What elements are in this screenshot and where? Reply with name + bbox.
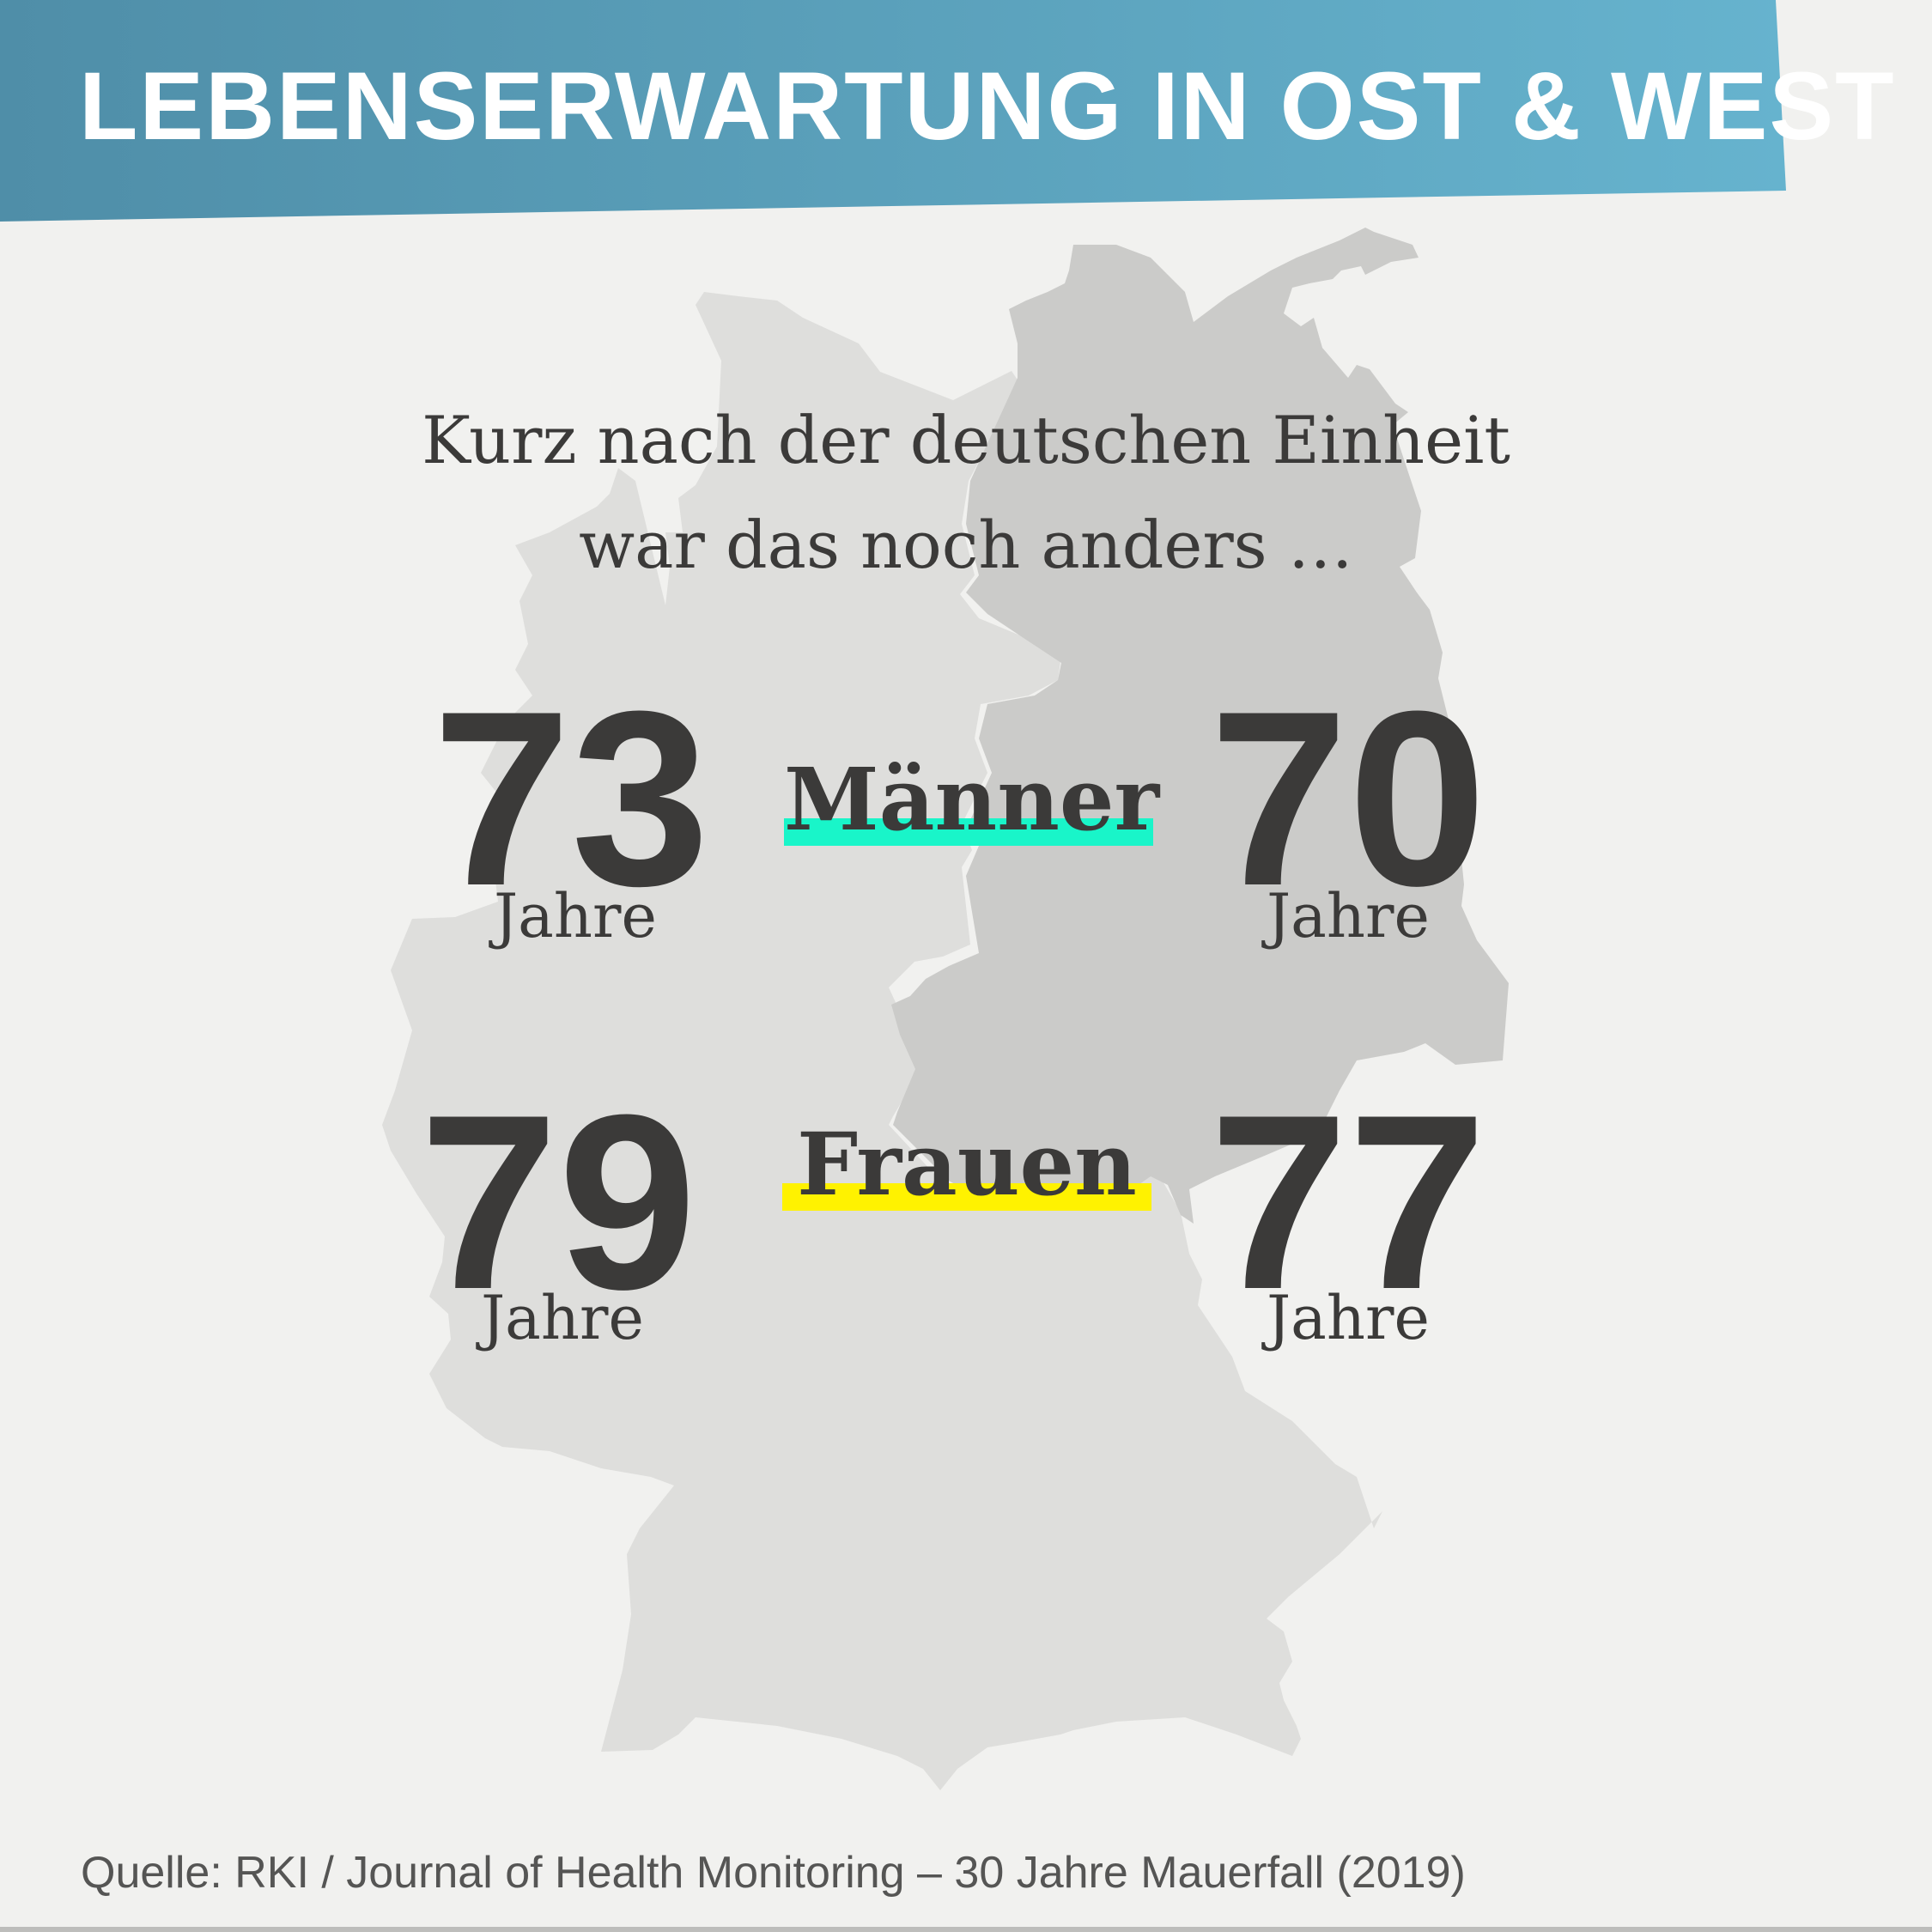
women-label: Frauen (782, 1108, 1151, 1211)
women-west-value: 79 (419, 1063, 697, 1341)
men-accent-bar (784, 818, 1153, 846)
men-west-unit: Jahre (494, 881, 657, 951)
intro-line-1: Kurz nach der deutschen Einheit (422, 402, 1510, 478)
women-label-text: Frauen (797, 1114, 1137, 1215)
men-east-unit: Jahre (1267, 881, 1430, 951)
women-east-unit: Jahre (1267, 1283, 1430, 1353)
women-accent-bar (782, 1183, 1151, 1211)
women-west-unit: Jahre (481, 1283, 644, 1353)
map-west-germany (382, 292, 1382, 1790)
men-west-value: 73 (432, 659, 710, 938)
men-label-text: Männer (784, 749, 1160, 850)
title-banner (0, 0, 1786, 222)
title-banner-shape (0, 0, 1786, 222)
page-title: LEBENSERWARTUNG IN OST & WEST (79, 52, 1896, 160)
women-east-value: 77 (1209, 1063, 1487, 1341)
intro-line-2: war das noch anders … (579, 507, 1353, 583)
map-east-germany (891, 228, 1509, 1224)
bottom-divider (0, 1927, 1932, 1932)
men-east-value: 70 (1209, 659, 1487, 938)
men-label: Männer (784, 743, 1160, 850)
source-credit: Quelle: RKI / Journal of Health Monitori… (81, 1848, 1466, 1898)
